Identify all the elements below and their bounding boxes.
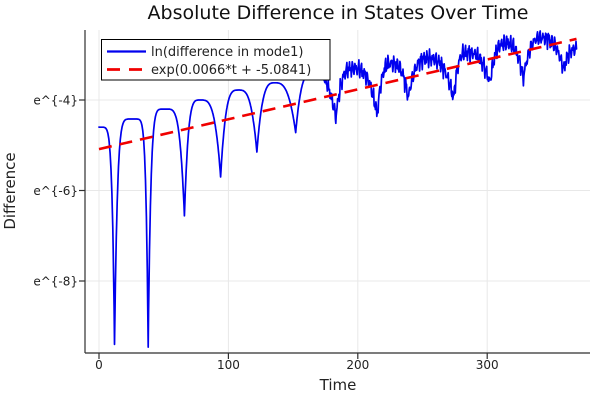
legend-label-fit: exp(0.0066*t + -5.0841) [151,63,311,78]
y-tick-label: e^{-6} [33,184,78,198]
legend-label-difference: ln(difference in mode1) [151,45,304,60]
x-tick-label: 200 [346,358,369,372]
x-axis-label: Time [319,376,357,394]
x-tick-label: 100 [217,358,240,372]
legend: ln(difference in mode1) exp(0.0066*t + -… [101,39,331,81]
x-tick-label: 0 [95,358,103,372]
grid-lines [85,30,590,353]
tick-marks [79,99,488,359]
x-tick-labels: 0 100 200 300 [95,358,498,372]
chart-title: Absolute Difference in States Over Time [148,2,529,24]
x-tick-label: 300 [476,358,499,372]
y-tick-labels: e^{-4} e^{-6} e^{-8} [33,93,78,288]
y-tick-label: e^{-4} [33,93,78,107]
legend-box [101,39,331,81]
series-line-exponential-fit [98,37,577,151]
y-axis-label: Difference [1,152,19,229]
axes [84,30,590,354]
y-tick-label: e^{-8} [33,274,78,288]
